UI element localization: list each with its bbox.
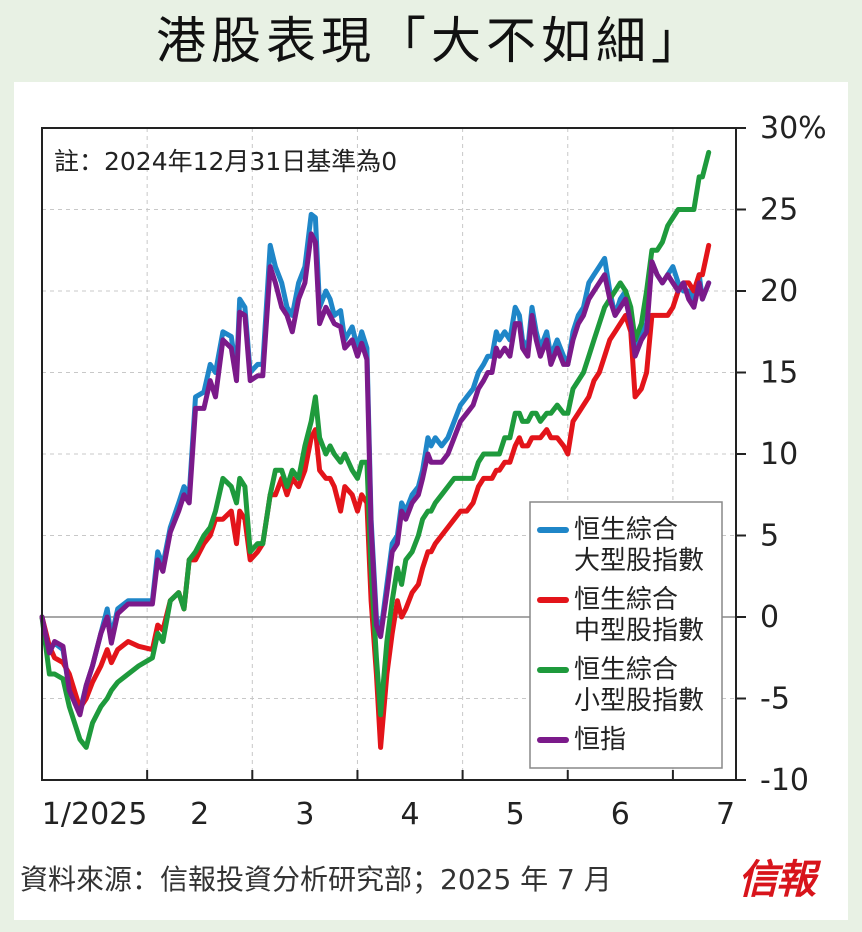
chart-note: 註：2024年12月31日基準為0 <box>54 147 397 176</box>
legend-label-1: 恒生綜合大型股指數 <box>574 515 704 576</box>
source-note: 資料來源：信報投資分析研究部；2025 年 7 月 <box>20 863 612 896</box>
x-tick-label: 3 <box>295 797 314 832</box>
x-tick-label: 4 <box>400 797 419 832</box>
y-tick-label: 15 <box>760 356 798 391</box>
x-tick-label: 5 <box>506 797 525 832</box>
y-tick-label: 10 <box>760 437 798 472</box>
series-line-3 <box>39 149 712 750</box>
legend-label-4: 恒指 <box>574 725 626 755</box>
line-chart: 30% 25 20 15 10 5 0 -5 -10 1/2025 2 3 4 5 6 7 註：2024年1… <box>39 111 827 832</box>
y-tick-label: 20 <box>760 274 798 309</box>
legend-label-line: 恒生綜合 <box>574 585 678 615</box>
legend-label-line: 恒生綜合 <box>574 515 678 545</box>
grid-lines <box>42 128 736 780</box>
brand-logo: 信報 <box>738 856 816 903</box>
y-tick-label: -5 <box>760 682 790 717</box>
y-tick-label: 30% <box>760 111 827 146</box>
legend-box <box>529 501 723 769</box>
series-lines <box>39 149 712 750</box>
y-tick-label: -10 <box>760 763 809 798</box>
y-tick-label: 25 <box>760 193 798 228</box>
legend-label-line: 小型股指數 <box>574 686 704 716</box>
legend-label-3: 恒生綜合小型股指數 <box>574 655 704 716</box>
legend-label-2: 恒生綜合中型股指數 <box>574 585 704 646</box>
y-axis-ticks: 30% 25 20 15 10 5 0 -5 -10 <box>736 111 827 798</box>
legend-label-line: 恒指 <box>574 725 626 755</box>
series-line-4 <box>39 231 712 718</box>
page-title: 港股表現「大不如細」 <box>156 12 706 70</box>
legend-label-line: 恒生綜合 <box>574 655 678 685</box>
y-tick-label: 0 <box>760 600 779 635</box>
legend-label-line: 中型股指數 <box>574 616 704 646</box>
legend-label-line: 大型股指數 <box>574 546 704 576</box>
x-tick-label: 1/2025 <box>42 797 148 832</box>
x-axis-ticks: 1/2025 2 3 4 5 6 7 <box>42 770 735 832</box>
y-tick-label: 5 <box>760 519 779 554</box>
x-tick-label: 2 <box>190 797 209 832</box>
x-tick-label: 6 <box>611 797 630 832</box>
chart-panel: 30% 25 20 15 10 5 0 -5 -10 1/2025 2 3 4 5 6 7 註：2024年1… <box>14 82 848 920</box>
x-tick-label: 7 <box>716 797 735 832</box>
